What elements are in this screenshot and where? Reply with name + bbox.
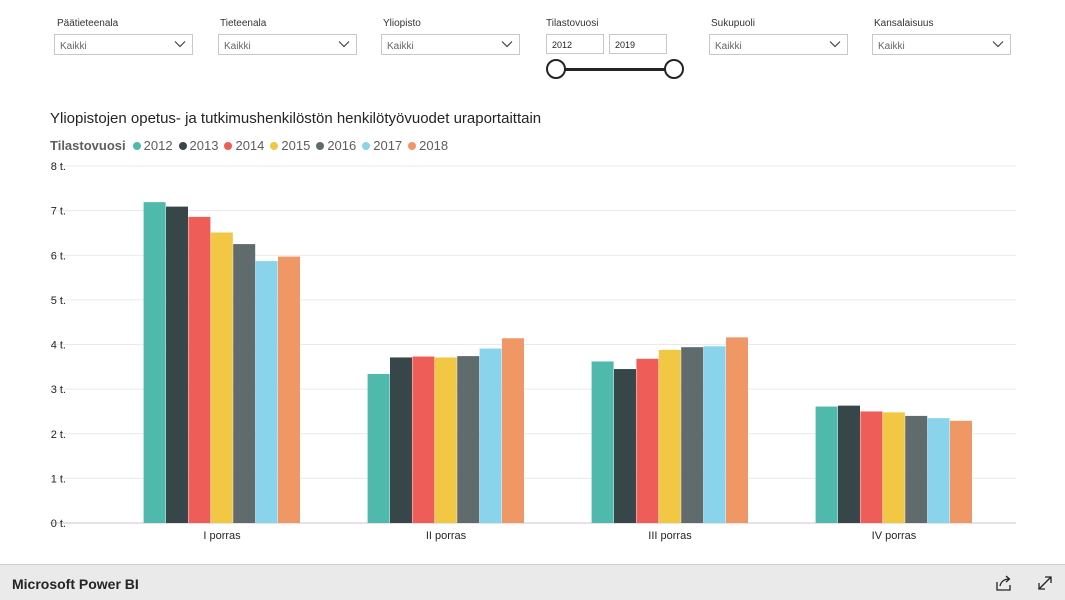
legend-label: 2017: [373, 138, 403, 153]
bar-2017-0[interactable]: [255, 261, 278, 523]
share-icon[interactable]: [995, 574, 1013, 592]
bar-2014-3[interactable]: [860, 411, 883, 523]
bar-chart: 0 t. 1 t. 2 t. 3 t. 4 t. 5 t. 6 t. 7 t. 8 t. I po…: [50, 161, 1016, 542]
bar-2014-0[interactable]: [188, 216, 211, 523]
y-tick-label: 2 t.: [51, 429, 66, 441]
year-start-input[interactable]: 2012: [546, 34, 604, 54]
legend-title: Tilastovuosi: [50, 138, 126, 153]
bar-2018-1[interactable]: [502, 338, 524, 523]
x-tick-label: II porras: [426, 530, 467, 542]
legend-dot: [316, 141, 325, 150]
chevron-down-icon: [338, 41, 350, 48]
bar-2012-0[interactable]: [143, 202, 166, 524]
legend-item-2017[interactable]: 2017: [362, 138, 402, 153]
legend-label: 2013: [189, 138, 219, 153]
chevron-down-icon: [501, 41, 513, 48]
y-tick-label: 8 t.: [51, 161, 66, 173]
bar-2015-0[interactable]: [210, 232, 233, 523]
bar-2012-3[interactable]: [815, 406, 838, 523]
legend-label: 2012: [143, 138, 173, 153]
bar-2012-2[interactable]: [591, 361, 614, 523]
legend-dot: [362, 141, 371, 150]
year-range-end-handle[interactable]: [664, 59, 684, 79]
footer-bar: Microsoft Power BI: [0, 564, 1065, 600]
bar-2017-1[interactable]: [479, 348, 502, 523]
legend-label: 2014: [235, 138, 265, 153]
sukupuoli-dropdown[interactable]: Kaikki: [709, 34, 848, 55]
fullscreen-icon[interactable]: [1036, 574, 1054, 592]
slicer-label: Sukupuoli: [711, 18, 755, 29]
y-tick-label: 7 t.: [51, 206, 66, 218]
bar-2016-0[interactable]: [233, 244, 256, 523]
dropdown-value: Kaikki: [387, 41, 414, 52]
legend-item-2018[interactable]: 2018: [408, 138, 448, 153]
y-tick-label: 1 t.: [51, 473, 66, 485]
bar-2017-2[interactable]: [703, 346, 726, 523]
bar-2015-1[interactable]: [434, 357, 457, 523]
bar-2018-2[interactable]: [726, 337, 748, 523]
legend-dot: [132, 141, 141, 150]
slicer-label: Tilastovuosi: [546, 18, 599, 29]
dropdown-value: Kaikki: [715, 41, 742, 52]
legend-item-2014[interactable]: 2014: [224, 138, 264, 153]
bar-2012-1[interactable]: [367, 373, 390, 523]
brand-label: Microsoft Power BI: [12, 576, 139, 592]
y-tick-label: 0 t.: [51, 518, 66, 530]
slicer-label: Päätieteenala: [57, 18, 119, 29]
bar-2018-0[interactable]: [278, 256, 300, 523]
legend-item-2016[interactable]: 2016: [316, 138, 356, 153]
y-tick-label: 5 t.: [51, 295, 66, 307]
year-range-track[interactable]: [556, 68, 674, 71]
chart-legend: Tilastovuosi 2012 2013 2014 2015 2016 2017 201…: [50, 138, 454, 153]
kansalaisuus-dropdown[interactable]: Kaikki: [872, 34, 1011, 55]
bar-2015-2[interactable]: [658, 349, 681, 523]
bar-2013-0[interactable]: [166, 206, 188, 523]
y-tick-label: 3 t.: [51, 384, 66, 396]
bar-2018-3[interactable]: [950, 420, 972, 523]
legend-label: 2016: [327, 138, 357, 153]
legend-label: 2015: [281, 138, 311, 153]
bar-2017-3[interactable]: [927, 418, 950, 523]
y-tick-label: 6 t.: [51, 250, 66, 262]
slicer-label: Tieteenala: [220, 18, 267, 29]
bar-2013-2[interactable]: [614, 369, 636, 523]
chevron-down-icon: [829, 41, 841, 48]
legend-item-2015[interactable]: 2015: [270, 138, 310, 153]
x-tick-label: I porras: [203, 530, 241, 542]
chevron-down-icon: [174, 41, 186, 48]
bar-2013-1[interactable]: [390, 357, 412, 523]
dropdown-value: Kaikki: [60, 41, 87, 52]
x-tick-label: IV porras: [872, 530, 917, 542]
chevron-down-icon: [992, 41, 1004, 48]
bar-2014-2[interactable]: [636, 358, 659, 523]
dropdown-value: Kaikki: [878, 41, 905, 52]
chart-title: Yliopistojen opetus- ja tutkimushenkilös…: [50, 110, 542, 127]
bar-2015-3[interactable]: [882, 412, 905, 523]
yliopisto-dropdown[interactable]: Kaikki: [381, 34, 520, 55]
y-tick-label: 4 t.: [51, 340, 66, 352]
legend-item-2012[interactable]: 2012: [132, 138, 173, 153]
bar-2013-3[interactable]: [838, 405, 860, 523]
tieteenala-dropdown[interactable]: Kaikki: [218, 34, 357, 55]
legend-item-2013[interactable]: 2013: [178, 138, 219, 153]
year-end-input[interactable]: 2019: [609, 34, 667, 54]
slicer-label: Yliopisto: [383, 18, 421, 29]
legend-dot: [178, 141, 187, 150]
year-range-start-handle[interactable]: [546, 59, 566, 79]
paatieteenala-dropdown[interactable]: Kaikki: [54, 34, 193, 55]
legend-label: 2018: [419, 138, 449, 153]
legend-dot: [224, 141, 233, 150]
x-tick-label: III porras: [648, 530, 692, 542]
legend-dot: [408, 141, 417, 150]
legend-dot: [270, 141, 279, 150]
bar-2016-3[interactable]: [905, 415, 928, 523]
bar-2016-2[interactable]: [681, 347, 704, 523]
slicer-label: Kansalaisuus: [874, 18, 934, 29]
dropdown-value: Kaikki: [224, 41, 251, 52]
bar-2016-1[interactable]: [457, 356, 480, 523]
bar-2014-1[interactable]: [412, 356, 435, 523]
